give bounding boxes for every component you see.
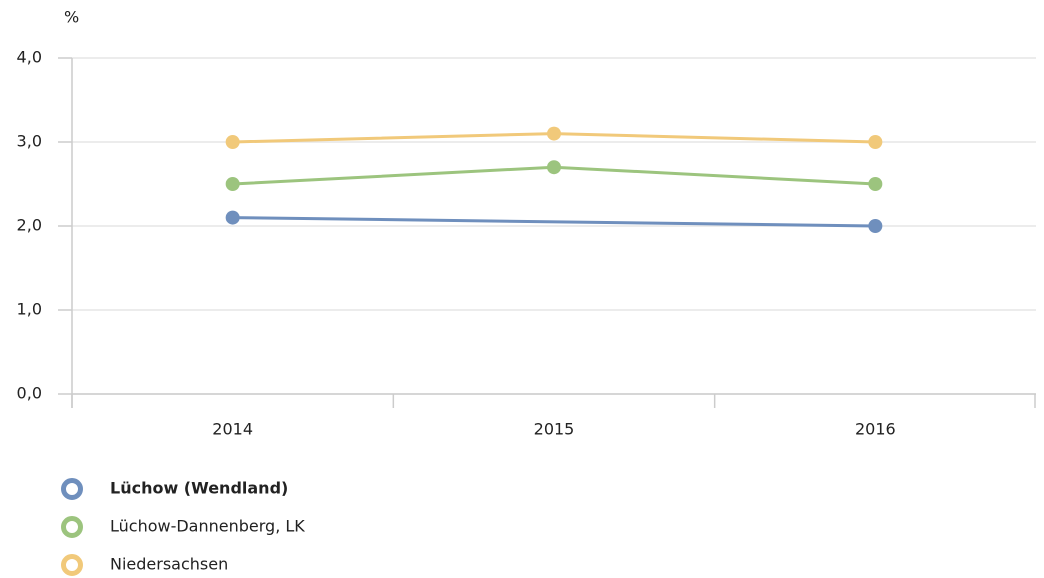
data-point	[868, 219, 883, 233]
data-point	[868, 135, 883, 149]
y-tick-label: 0,0	[17, 384, 42, 403]
data-point	[547, 126, 561, 141]
x-tick-label: 2014	[212, 420, 253, 439]
x-tick-label: 2015	[534, 420, 575, 439]
y-tick-label: 4,0	[17, 48, 42, 67]
legend-label: Lüchow-Dannenberg, LK	[110, 517, 305, 536]
series-line	[232, 216, 876, 228]
y-tick-label: 2,0	[17, 216, 42, 235]
legend-marker	[61, 554, 83, 576]
data-point	[868, 177, 883, 191]
y-tick-label: 1,0	[17, 300, 42, 319]
legend-label: Lüchow (Wendland)	[110, 479, 288, 498]
legend-label: Niedersachsen	[110, 555, 228, 574]
data-point	[225, 135, 240, 149]
legend-marker	[61, 478, 83, 500]
legend-marker	[61, 516, 83, 538]
y-unit: %	[64, 8, 79, 27]
y-tick-label: 3,0	[17, 132, 42, 151]
x-tick-label: 2016	[855, 420, 896, 439]
data-point	[547, 160, 561, 175]
data-point	[225, 210, 240, 225]
data-point	[225, 177, 240, 191]
